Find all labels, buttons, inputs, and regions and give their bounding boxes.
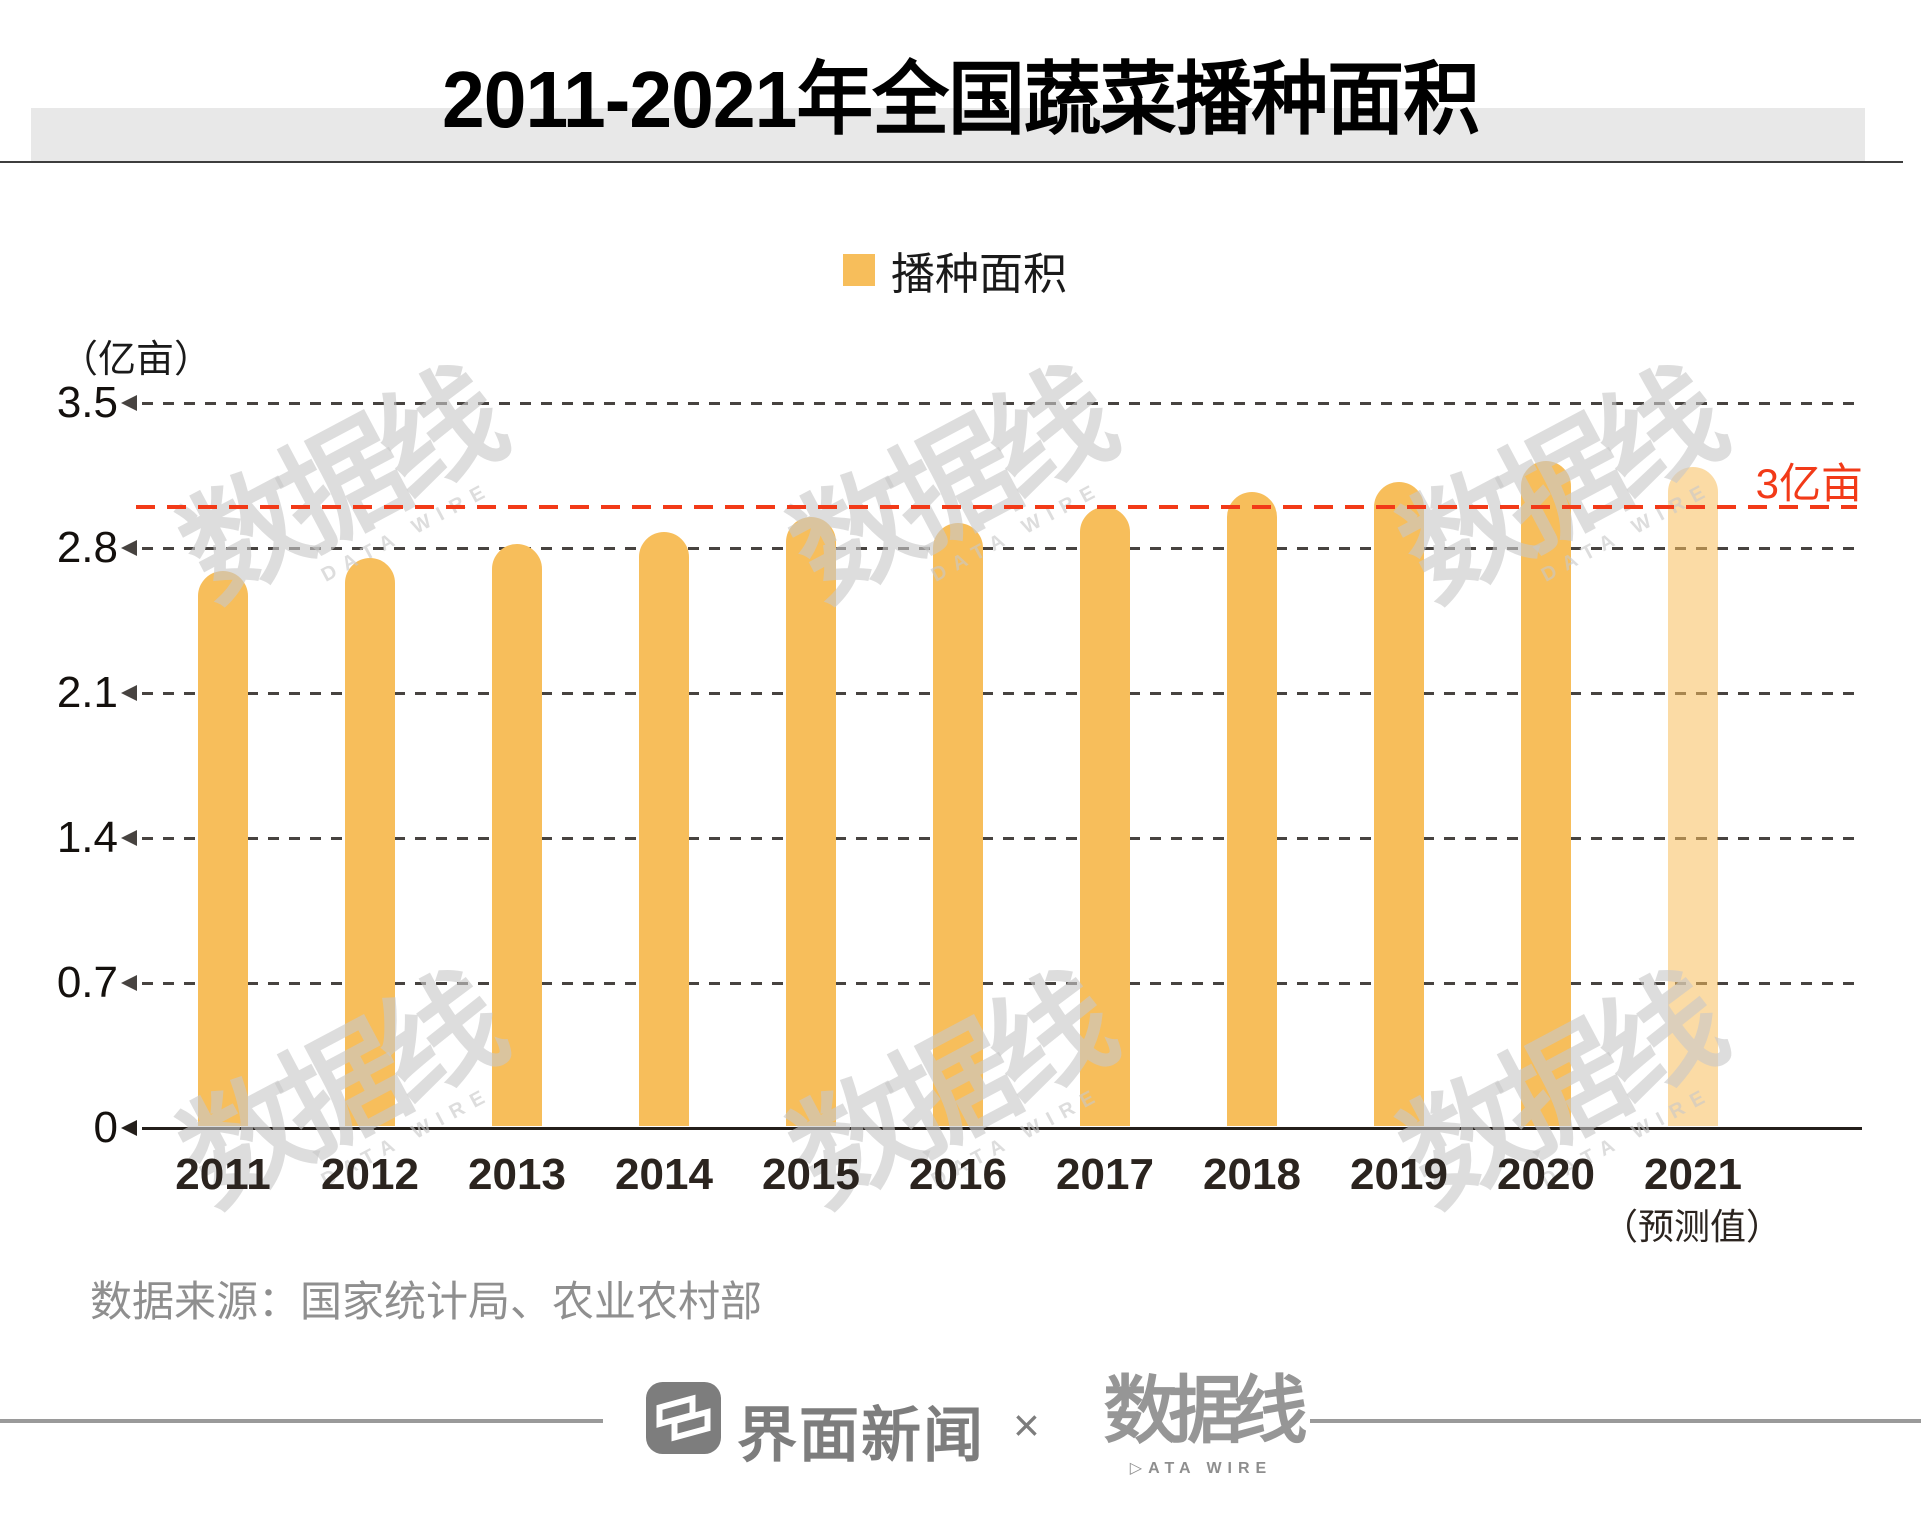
reference-line-label: 3亿亩 [1755, 460, 1863, 507]
datawire-subtitle: ▷ATA WIRE [1129, 1460, 1273, 1477]
x-tick-label-2012: 2012 [321, 1150, 419, 1199]
axis-arrow-icon [121, 830, 137, 847]
bar-2012 [345, 558, 395, 1126]
y-tick-label: 0 [93, 1103, 118, 1152]
reference-line-3 [136, 505, 1857, 509]
legend: 播种面积 [843, 238, 1067, 302]
bar-2016 [933, 523, 983, 1126]
axis-arrow-icon [121, 395, 137, 412]
x-tick-label-2015: 2015 [762, 1150, 860, 1199]
title-background-band [31, 108, 1865, 161]
bar-2020 [1521, 461, 1571, 1126]
datawire-wordmark: 数据线 [1103, 1369, 1308, 1452]
gridline-stroke [142, 982, 1862, 986]
bar-2011 [198, 571, 248, 1126]
x-tick-label-2018: 2018 [1203, 1150, 1301, 1199]
axis-arrow-icon [121, 975, 137, 992]
bar-2018 [1227, 492, 1277, 1126]
jiemian-news-icon [646, 1382, 721, 1454]
x-tick-label-2013: 2013 [468, 1150, 566, 1199]
legend-swatch-icon [843, 254, 875, 286]
bar-2019 [1374, 482, 1424, 1126]
bar-2015 [786, 517, 836, 1126]
y-tick-label: 1.4 [56, 813, 118, 863]
gridline-stroke [142, 402, 1862, 406]
x-tick-label-2020: 2020 [1497, 1150, 1595, 1199]
gridline-stroke [142, 1127, 1862, 1130]
forecast-note: （预测值） [1601, 1206, 1782, 1247]
footer-separator: × [1013, 1399, 1040, 1451]
axis-arrow-icon [121, 540, 137, 557]
page-title: 2011-2021年全国蔬菜播种面积 [442, 55, 1480, 144]
x-tick-label-2011: 2011 [175, 1150, 271, 1199]
x-tick-label-2014: 2014 [615, 1150, 713, 1199]
x-tick-label-2017: 2017 [1056, 1150, 1154, 1199]
jiemian-news-wordmark: 界面新闻 [737, 1402, 985, 1469]
y-axis-unit-label: （亿亩） [60, 339, 213, 381]
x-tick-label-2019: 2019 [1350, 1150, 1448, 1199]
footer-divider-right [1310, 1419, 1921, 1423]
gridline-stroke [142, 837, 1862, 841]
x-tick-label-2021: 2021 [1644, 1150, 1742, 1199]
axis-arrow-icon [121, 1120, 137, 1136]
y-tick-label: 2.1 [56, 668, 118, 718]
gridline-stroke [142, 547, 1862, 551]
y-tick-label: 0.7 [56, 958, 118, 1008]
y-tick-label: 3.5 [56, 378, 118, 428]
gridline-stroke [142, 692, 1862, 696]
bar-2014 [639, 532, 689, 1126]
bar-2013 [492, 544, 542, 1126]
footer-divider-left [0, 1419, 603, 1423]
bar-2017 [1080, 507, 1130, 1126]
datawire-logo: 数据线 ▷ATA WIRE [1096, 1368, 1308, 1478]
legend-label: 播种面积 [891, 250, 1067, 299]
data-source: 数据来源：国家统计局、农业农村部 [90, 1278, 763, 1325]
x-tick-label-2016: 2016 [909, 1150, 1007, 1199]
title-underline [0, 161, 1903, 163]
bar-2021 [1668, 467, 1718, 1126]
y-tick-label: 2.8 [56, 523, 118, 573]
axis-arrow-icon [121, 685, 137, 702]
